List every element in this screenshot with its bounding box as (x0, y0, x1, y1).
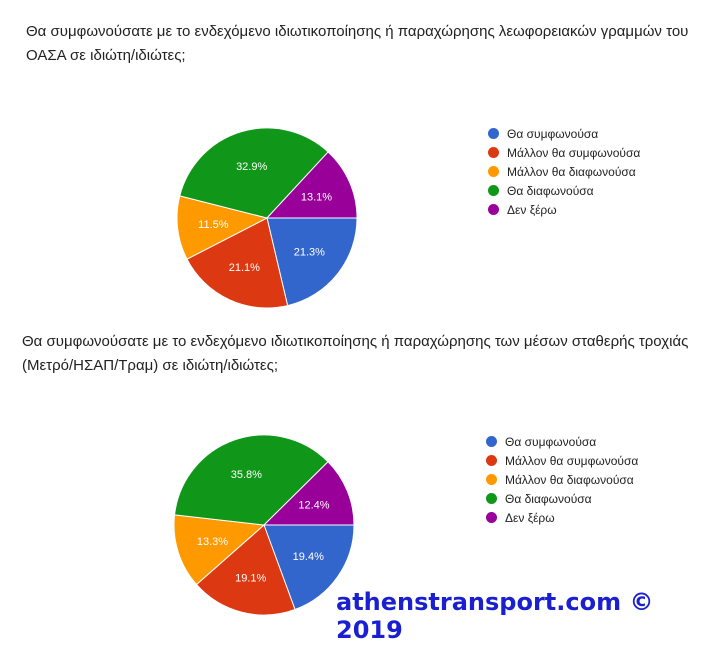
legend-label: Μάλλον θα συμφωνούσα (505, 453, 639, 468)
legend-item[interactable]: Μάλλον θα συμφωνούσα (486, 451, 638, 470)
slice-label: 13.1% (301, 191, 332, 203)
legend-swatch (488, 204, 499, 215)
legend-swatch (486, 436, 497, 447)
legend-label: Μάλλον θα συμφωνούσα (507, 145, 641, 160)
pie-slice[interactable] (263, 524, 355, 611)
legend-item[interactable]: Θα συμφωνούσα (486, 432, 638, 451)
legend-swatch (486, 512, 497, 523)
legend-label: Μάλλον θα διαφωνούσα (505, 472, 634, 487)
legend-item[interactable]: Μάλλον θα συμφωνούσα (488, 143, 640, 162)
chart-2-title: Θα συμφωνούσατε με το ενδεχόμενο ιδιωτικ… (22, 333, 689, 374)
legend-label: Δεν ξέρω (505, 510, 555, 525)
slice-label: 13.3% (197, 536, 228, 548)
pie-slice[interactable] (174, 434, 329, 526)
pie-slice[interactable] (186, 217, 289, 309)
legend-label: Θα διαφωνούσα (507, 183, 594, 198)
pie-slice[interactable] (179, 127, 329, 219)
legend-item[interactable]: Θα διαφωνούσα (488, 181, 640, 200)
pie-slice[interactable] (265, 151, 358, 219)
legend-swatch (488, 147, 499, 158)
legend-item[interactable]: Δεν ξέρω (486, 508, 638, 527)
slice-label: 32.9% (236, 161, 267, 173)
legend-label: Θα διαφωνούσα (505, 491, 592, 506)
slice-label: 19.1% (235, 572, 266, 584)
legend-item[interactable]: Θα διαφωνούσα (486, 489, 638, 508)
slice-label: 35.8% (231, 469, 262, 481)
pie-slice[interactable] (176, 195, 269, 260)
legend-label: Θα συμφωνούσα (505, 434, 597, 449)
pie-slice[interactable] (262, 461, 355, 526)
chart-2-legend: Θα συμφωνούσα Μάλλον θα συμφωνούσα Μάλλο… (486, 432, 638, 527)
slice-label: 12.4% (298, 499, 329, 511)
pie-2: 19.4% 19.1% 13.3% 35.8% 12.4% (173, 434, 355, 616)
legend-item[interactable]: Μάλλον θα διαφωνούσα (488, 162, 640, 181)
legend-swatch (486, 474, 497, 485)
legend-swatch (488, 185, 499, 196)
slice-label: 21.3% (294, 247, 325, 259)
slice-label: 11.5% (198, 219, 229, 231)
legend-item[interactable]: Μάλλον θα διαφωνούσα (486, 470, 638, 489)
slice-label: 21.1% (229, 262, 260, 274)
legend-label: Μάλλον θα διαφωνούσα (507, 164, 636, 179)
chart-1-title: Θα συμφωνούσατε με το ενδεχόμενο ιδιωτικ… (26, 23, 689, 64)
slice-label: 19.4% (293, 551, 324, 563)
legend-swatch (488, 166, 499, 177)
pie-slice[interactable] (173, 514, 266, 586)
pie-slice[interactable] (266, 217, 358, 307)
watermark: athenstransport.com © 2019 (336, 588, 654, 644)
legend-label: Θα συμφωνούσα (507, 126, 599, 141)
legend-label: Δεν ξέρω (507, 202, 557, 217)
legend-item[interactable]: Δεν ξέρω (488, 200, 640, 219)
legend-swatch (486, 493, 497, 504)
pie-slice[interactable] (195, 524, 296, 616)
legend-swatch (488, 128, 499, 139)
legend-item[interactable]: Θα συμφωνούσα (488, 124, 640, 143)
chart-1-legend: Θα συμφωνούσα Μάλλον θα συμφωνούσα Μάλλο… (488, 124, 640, 219)
legend-swatch (486, 455, 497, 466)
pie-1: 21.3% 21.1% 11.5% 32.9% 13.1% (176, 127, 358, 309)
